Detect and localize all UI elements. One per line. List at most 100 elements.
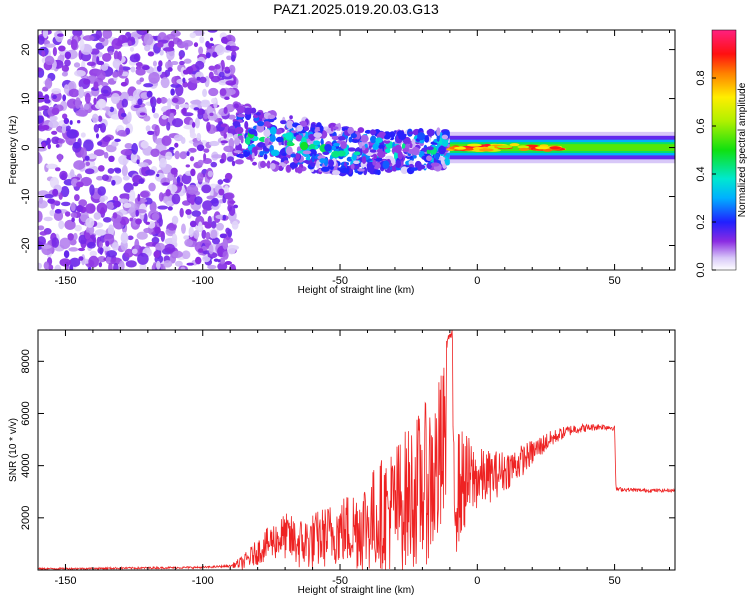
spectrogram-blob [121,98,128,108]
spectrogram-xtick-label: -100 [192,275,214,287]
spectrogram-blob [132,182,139,187]
spectrogram-blob [102,216,112,223]
spectrogram-blob [313,140,321,146]
spectrogram-blob [149,201,157,213]
figure-title: PAZ1.2025.019.20.03.G13 [273,1,439,17]
spectrogram-blob [346,156,353,162]
spectrogram-blob [154,226,161,234]
spectrogram-blob [186,151,190,157]
spectrogram-blob [348,136,353,143]
snr-ytick-label: 4000 [20,453,32,477]
spectrogram-blob [79,39,85,52]
spectrogram-blob [188,226,194,238]
spectrogram-blob [178,50,186,59]
snr-ytick-label: 6000 [20,401,32,425]
spectrogram-blob [156,260,161,270]
spectrogram-blob [262,121,271,127]
spectrogram-blob [87,241,96,249]
spectrogram-blob [61,65,70,72]
spectrogram-blob [84,92,91,104]
spectrogram-blob [143,33,154,46]
spectrogram-blob [410,167,419,171]
spectrogram-blob [223,88,236,96]
spectrogram-blob [195,256,202,265]
spectrogram-blob [328,159,335,167]
spectrogram-blob [44,43,56,48]
spectrogram-blob [300,141,309,151]
spectrogram-blob [200,100,211,108]
spectrogram-blob [102,136,112,143]
spectrogram-blob [197,221,203,232]
spectrogram-blob [63,250,70,259]
spectrogram-blob [267,114,276,120]
spectrogram-blob [60,174,65,179]
spectrogram-blob [75,109,88,117]
spectrogram-blob [202,221,209,226]
spectrogram-blob [43,216,53,222]
spectrogram-blob [161,135,172,146]
colorbar-tick-label: 0.6 [695,118,707,133]
spectrogram-blob [168,40,175,49]
spectrogram-blob [208,71,214,80]
snr-xtick-label: -50 [332,575,348,587]
spectrogram-blob [63,117,70,125]
spectrogram-blob [125,260,137,268]
spectrogram-blob [127,40,132,47]
snr-xtick-label: 50 [608,575,620,587]
spectrogram-blob [102,89,109,94]
spectrogram-blob [361,145,366,151]
spectrogram-blob [264,137,269,147]
spectrogram-blob [110,93,121,105]
spectrogram-blob [203,153,207,161]
spectrogram-blob [38,262,42,269]
spectrogram-blob [222,214,227,221]
spectrogram-blob [269,126,277,136]
spectrogram-blob [236,114,246,118]
spectrogram-blob [283,160,290,164]
spectrogram-blob [205,40,210,48]
spectrogram-blob [225,45,232,51]
spectrogram-blob [402,147,409,153]
spectrogram-blob [96,70,106,81]
spectrogram-peak [517,145,530,149]
spectrogram-blob [158,217,163,227]
spectrogram-blob [61,123,67,134]
spectrogram-blob [118,64,124,76]
spectrogram-blob [377,150,386,159]
spectrogram-blob [257,141,266,148]
spectrogram-blob [172,117,184,128]
snr-xtick-label: -100 [192,575,214,587]
spectrogram-blob [44,94,50,101]
colorbar: 0.0 0.2 0.4 0.6 0.8 Normalized spectral ampl… [695,29,748,278]
spectrogram-blob [289,115,293,120]
spectrogram-blob [64,59,71,67]
snr-panel: -150 -100 -50 0 50 2000 4000 6000 8000 Height of… [8,329,676,596]
spectrogram-blob [48,120,59,129]
spectrogram-blob [202,200,214,211]
spectrogram-blob [62,113,68,120]
spectrogram-blob [167,98,172,110]
spectrogram-blob [332,169,341,176]
spectrogram-blob [78,234,87,245]
spectrogram-blob [207,30,218,33]
spectrogram-blob [67,82,75,91]
spectrogram-blob [185,209,192,215]
spectrogram-blob [137,252,149,265]
spectrogram-blob [51,130,58,135]
spectrogram-blob [67,38,72,46]
spectrogram-blob [165,189,171,197]
spectrogram-blob [331,135,340,141]
spectrogram-blob [68,247,79,252]
spectrogram-blob [239,154,245,159]
spectrogram-blob [375,137,383,144]
spectrogram-blob [225,227,231,234]
spectrogram-blob [193,229,200,239]
spectrogram-blob [201,229,207,240]
spectrogram-blob [142,65,150,71]
spectrogram-blob [89,250,97,257]
spectrogram-blob [136,231,148,240]
spectrogram-blob [275,128,283,135]
spectrogram-xtick-label: -150 [54,275,76,287]
spectrogram-blob [350,133,357,139]
